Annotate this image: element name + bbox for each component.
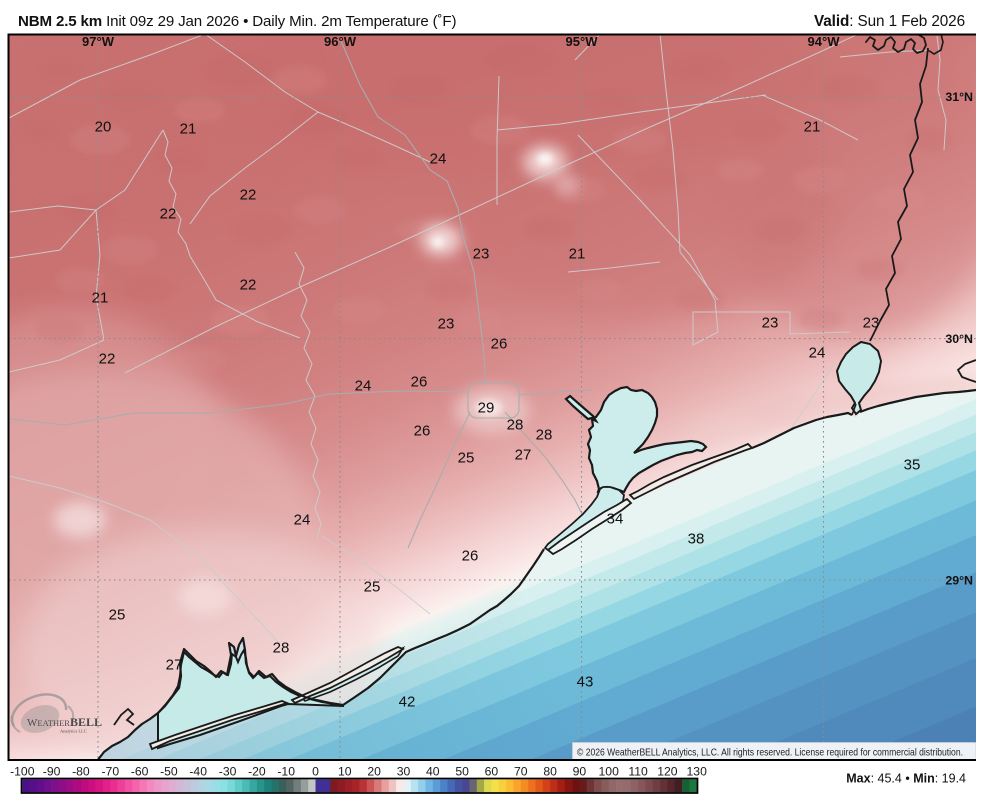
svg-text:21: 21: [180, 121, 197, 138]
svg-text:94°W: 94°W: [808, 34, 841, 49]
svg-text:-100: -100: [10, 765, 35, 779]
svg-text:23: 23: [762, 315, 779, 332]
svg-text:-50: -50: [160, 765, 178, 779]
svg-text:0: 0: [312, 765, 319, 779]
svg-text:30°N: 30°N: [945, 332, 973, 346]
svg-text:22: 22: [99, 351, 116, 368]
svg-text:-60: -60: [131, 765, 149, 779]
svg-text:Analytics LLC: Analytics LLC: [60, 729, 87, 734]
svg-text:29: 29: [478, 400, 495, 417]
svg-text:25: 25: [109, 607, 126, 624]
svg-text:43: 43: [577, 674, 594, 691]
svg-text:21: 21: [92, 290, 109, 307]
svg-text:NBM 2.5 km Init 09z 29 Jan 202: NBM 2.5 km Init 09z 29 Jan 2026 • Daily …: [18, 13, 456, 30]
svg-text:30: 30: [397, 765, 411, 779]
svg-text:42: 42: [399, 694, 416, 711]
svg-text:Max: 45.4 • Min: 19.4: Max: 45.4 • Min: 19.4: [846, 772, 966, 786]
svg-text:24: 24: [355, 378, 372, 395]
svg-text:50: 50: [455, 765, 469, 779]
svg-text:31°N: 31°N: [945, 90, 973, 104]
svg-text:29°N: 29°N: [945, 574, 973, 588]
svg-text:-40: -40: [189, 765, 207, 779]
svg-text:21: 21: [804, 119, 821, 136]
svg-text:34: 34: [607, 511, 624, 528]
svg-text:Valid: Sun 1 Feb 2026: Valid: Sun 1 Feb 2026: [814, 13, 965, 30]
svg-text:WEATHERBELL: WEATHERBELL: [27, 715, 102, 729]
svg-text:© 2026 WeatherBELL Analytics,: © 2026 WeatherBELL Analytics, LLC. All r…: [577, 748, 963, 759]
svg-text:25: 25: [458, 450, 475, 467]
svg-text:23: 23: [438, 316, 455, 333]
svg-text:26: 26: [411, 374, 428, 391]
svg-text:27: 27: [515, 447, 532, 464]
svg-text:28: 28: [273, 640, 290, 657]
svg-text:38: 38: [688, 531, 705, 548]
svg-text:21: 21: [569, 246, 586, 263]
svg-text:35: 35: [904, 457, 921, 474]
svg-text:22: 22: [160, 206, 177, 223]
svg-text:20: 20: [95, 119, 112, 136]
svg-text:-20: -20: [248, 765, 266, 779]
svg-text:23: 23: [863, 315, 880, 332]
svg-text:20: 20: [367, 765, 381, 779]
svg-text:130: 130: [687, 765, 708, 779]
svg-text:-30: -30: [219, 765, 237, 779]
svg-text:23: 23: [473, 246, 490, 263]
svg-text:-70: -70: [101, 765, 119, 779]
svg-text:25: 25: [364, 579, 381, 596]
svg-text:110: 110: [628, 765, 648, 779]
svg-text:27: 27: [166, 657, 183, 674]
svg-text:96°W: 96°W: [324, 34, 357, 49]
svg-text:22: 22: [240, 277, 257, 294]
svg-text:24: 24: [430, 151, 447, 168]
svg-text:28: 28: [536, 427, 553, 444]
svg-text:60: 60: [485, 765, 499, 779]
svg-text:-80: -80: [72, 765, 90, 779]
svg-text:24: 24: [294, 512, 311, 529]
svg-text:28: 28: [507, 417, 524, 434]
svg-text:95°W: 95°W: [566, 34, 599, 49]
svg-text:40: 40: [426, 765, 440, 779]
svg-text:26: 26: [414, 423, 431, 440]
svg-text:100: 100: [599, 765, 620, 779]
svg-text:90: 90: [573, 765, 587, 779]
svg-text:120: 120: [657, 765, 678, 779]
svg-text:97°W: 97°W: [82, 34, 115, 49]
svg-text:10: 10: [338, 765, 352, 779]
svg-text:24: 24: [809, 345, 826, 362]
svg-text:26: 26: [491, 336, 508, 353]
svg-text:-10: -10: [277, 765, 295, 779]
svg-text:22: 22: [240, 187, 257, 204]
svg-text:26: 26: [462, 548, 479, 565]
svg-text:80: 80: [543, 765, 557, 779]
svg-text:70: 70: [514, 765, 528, 779]
svg-text:-90: -90: [43, 765, 61, 779]
